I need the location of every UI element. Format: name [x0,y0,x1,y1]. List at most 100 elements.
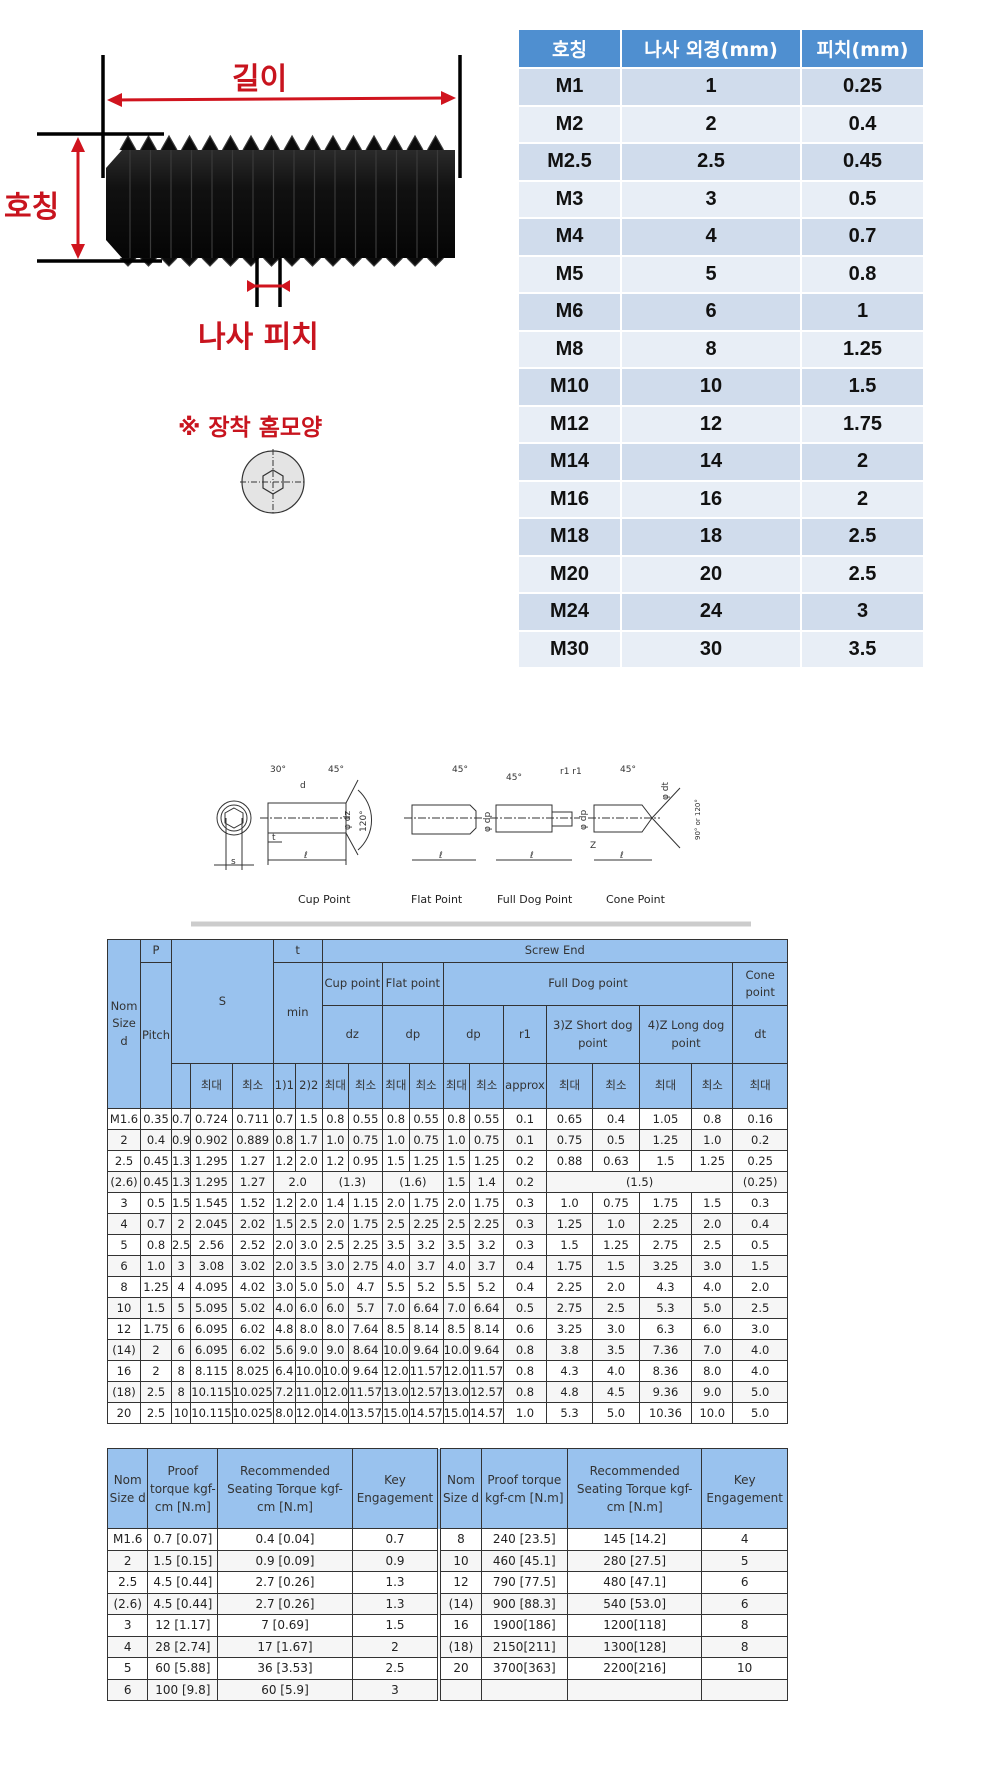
table-cell: 3.5 [294,1255,323,1277]
cone-point-drawing: ℓ 45° φ dt 90° or 120° [588,765,702,861]
table-cell: 1.5 [545,1234,594,1256]
table-cell: 9.64 [348,1360,384,1382]
table-cell: 2.25 [348,1234,384,1256]
table-cell: 0.711 [231,1108,274,1130]
table-cell: 1.295 [190,1150,233,1172]
table-cell: 9.0 [294,1339,323,1361]
table-cell: 1.5 [732,1255,788,1277]
table-row: 12 1.75 6 6.095 6.02 4.8 8.0 8.0 7.64 8.5 8.14 8.5 8… [107,1318,788,1340]
nominal-cell: M14 [519,442,622,481]
cone-point-label: Cone Point [606,893,666,906]
table-cell: 3.25 [638,1255,693,1277]
proof-torque-cell: 1.5 [0.15] [147,1549,219,1572]
table-cell: 4.3 [545,1360,594,1382]
table-cell: 0.1 [503,1129,547,1151]
table-cell: 4.0 [691,1276,734,1298]
subheader-cell: 최소 [231,1063,274,1109]
angle-30-annotation: 30° [270,765,286,775]
proof-torque-cell: 240 [23.5] [480,1528,568,1551]
table-cell: 1.0 [321,1129,350,1151]
table-cell: 14.0 [321,1402,350,1424]
seating-torque-cell: 0.9 [0.09] [217,1549,353,1572]
table-cell: 0.8 [272,1129,296,1151]
table-cell: 8.0 [294,1318,323,1340]
pitch-cell: 2 [801,479,925,518]
table-cell: 2.0 [294,1192,323,1214]
pitch-cell: 2.5 [801,517,925,556]
nominal-cell: M10 [519,367,622,406]
table-cell: 1.75 [140,1318,172,1340]
table-row: M2 2 0.4 [519,104,925,143]
proof-torque-cell: 1900[186] [480,1614,568,1637]
table-cell: 3.0 [272,1276,296,1298]
thread-crest [221,134,240,267]
length-annotation: ℓ [529,851,534,861]
table-cell: 6.0 [691,1318,734,1340]
table-row: 5 0.8 2.5 2.56 2.52 2.0 3.0 2.5 2.25 3.5 3.2 3.5 3.2… [107,1234,788,1256]
table-cell: 10.0 [382,1339,410,1361]
table-cell: 2.25 [545,1276,594,1298]
table-cell: 0.8 [382,1108,410,1130]
table-row: 5 60 [5.88] 36 [3.53] 2.5 20 3700[363] 2200[21… [106,1657,788,1680]
table-cell: 2.02 [231,1213,274,1235]
table-cell: 1.5 [382,1150,410,1172]
table-cell: 1.25 [592,1234,640,1256]
subheader-cell: 최대 [190,1063,233,1109]
table-cell: 1.0 [545,1192,594,1214]
table-cell: 2 [170,1213,192,1235]
table-cell: 0.45 [140,1150,172,1172]
table-cell: 4.0 [592,1360,640,1382]
table-cell: (1.6) [382,1171,444,1193]
table-cell: 1.5 [170,1192,192,1214]
table-cell: 1.0 [140,1255,172,1277]
pitch-cell: 2 [801,442,925,481]
table-cell: 1.0 [592,1213,640,1235]
diameter-cell: 12 [621,404,802,443]
length-annotation: ℓ [303,851,308,861]
table-cell: 0.3 [503,1192,547,1214]
table-cell: 0.4 [503,1276,547,1298]
dt-annotation: φ dt [661,781,671,800]
torque-table: Nom Size d Proof torque kgf-cm [N.m] Recom… [106,1448,788,1701]
proof-torque-cell: 460 [45.1] [480,1549,568,1572]
table-cell: 12.0 [442,1360,471,1382]
table-cell: 3.2 [469,1234,505,1256]
table-cell: 1.5 [442,1150,471,1172]
table-row: 16 2 8 8.115 8.025 6.4 10.0 10.0 9.64 12.0 11.57 12… [107,1360,788,1382]
diameter-cell: 8 [621,329,802,368]
diameter-cell: 1 [621,67,802,106]
pitch-cell: 0.8 [801,254,925,293]
table-cell: 8.0 [321,1318,350,1340]
nom-size-cell: 10 [437,1549,482,1572]
table-cell: 2.75 [638,1234,693,1256]
key-engagement-cell: 1.3 [351,1592,440,1615]
table-row: M14 14 2 [519,442,925,481]
table-cell: 0.8 [503,1381,547,1403]
seating-torque-cell: 2.7 [0.26] [217,1571,353,1594]
table-cell: 1.0 [442,1129,471,1151]
table-row: M10 10 1.5 [519,367,925,406]
table-cell: 5.0 [321,1276,350,1298]
table-cell: 4.8 [272,1318,296,1340]
table-cell: 2.25 [469,1213,505,1235]
table-cell: 8.14 [408,1318,444,1340]
angle-120-annotation: 120° [359,810,369,832]
table-row: 3 0.5 1.5 1.545 1.52 1.2 2.0 1.4 1.15 2.0 1.75 2.0 1… [107,1192,788,1214]
pitch-cell: 1.75 [801,404,925,443]
table-cell: 9.0 [691,1381,734,1403]
table-cell: 2.5 [442,1213,471,1235]
table-cell: 1.545 [190,1192,233,1214]
header-pitch: 피치(mm) [801,30,925,68]
full-dog-point-label: Full Dog Point [497,893,573,906]
table-cell: 8.36 [638,1360,693,1382]
table-row: M8 8 1.25 [519,329,925,368]
table-cell: 3.5 [382,1234,410,1256]
table-cell: 9.64 [408,1339,444,1361]
screw-end-drawing: s t ℓ 30° 45° d φ dz 120° ℓ 45° φ dp ℓ 4… [191,765,751,927]
table-cell: 3.5 [442,1234,471,1256]
table-cell: 2.5 [170,1234,192,1256]
socket-end-view: s [214,800,254,870]
seating-torque-cell: 2200[216] [566,1657,703,1680]
table-cell: 6.095 [190,1318,233,1340]
table-cell: 1.15 [348,1192,384,1214]
